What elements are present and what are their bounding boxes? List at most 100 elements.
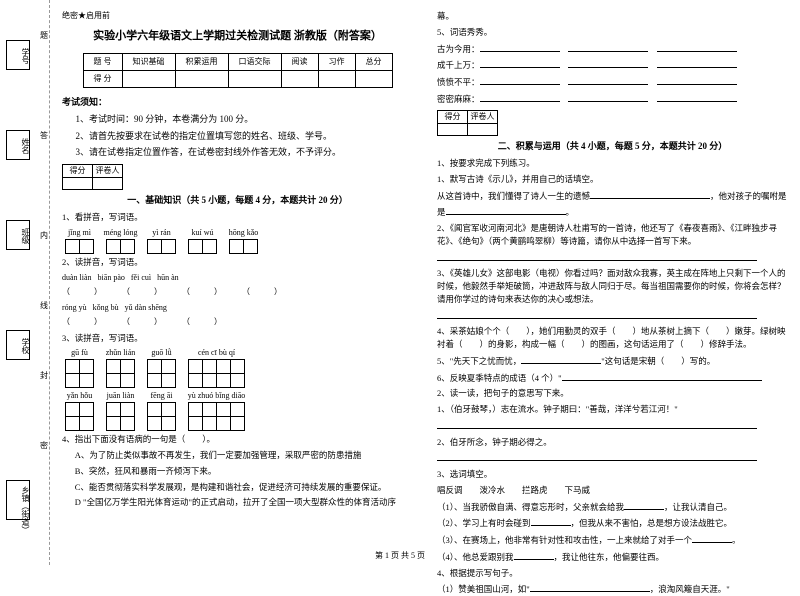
confidential-mark: 绝密★启用前 bbox=[62, 10, 413, 22]
section1-title: 一、基础知识（共 5 小题，每题 4 分，本题共计 20 分） bbox=[62, 194, 413, 208]
c2-q1-1b: 从这首诗中，我们懂得了诗人一生的遗憾，他对孩子的嘱咐是 bbox=[437, 189, 788, 203]
paren-row-2a: （ ）（ ）（ ）（ ） bbox=[62, 286, 413, 298]
score-table: 题 号 知识基础 积累运用 口语交际 阅读 习作 总分 得 分 bbox=[83, 53, 393, 88]
small-score-table-1: 得分评卷人 bbox=[62, 164, 123, 190]
c2-blank-line-1 bbox=[437, 251, 788, 265]
py2a-2: fěi cuì bbox=[131, 273, 151, 282]
py2a-0: duàn liàn bbox=[62, 273, 92, 282]
seal-char-3: 内 bbox=[40, 230, 48, 241]
c2-q4: 4、根据提示写句子。 bbox=[437, 567, 788, 580]
q4: 4、指出下面没有语病的一句是（ ）。 bbox=[62, 433, 413, 446]
c2-q3-words: 唱反调 泼冷水 拦路虎 下马威 bbox=[437, 484, 788, 497]
seal-char-1: 题 bbox=[40, 30, 48, 41]
ss2-c2: 评卷人 bbox=[468, 110, 498, 123]
c2-q3-1: （1）、当我骄傲自满、得意忘形时，父亲就会给我，让我认清自己。 bbox=[437, 500, 788, 514]
c2-q5-2: 愤愤不平： bbox=[437, 75, 788, 89]
py3b-3: yù zhuó bǐng diāo bbox=[188, 391, 246, 400]
margin-label-name: 姓名 bbox=[20, 138, 31, 154]
c2-q1-3: 3、《英雄儿女》这部电影（电视）你看过吗？面对敌众我寡，英主成在阵地上只剩下一个… bbox=[437, 267, 788, 305]
q3: 3、读拼音，写词语。 bbox=[62, 332, 413, 345]
c2-q3: 3、选词填空。 bbox=[437, 468, 788, 481]
q2: 2、读拼音，写词语。 bbox=[62, 256, 413, 269]
pinyin-row-3b: yǎn hǒu juān liàn fēng āi yù zhuó bǐng d… bbox=[62, 390, 413, 431]
margin-label-school: 学校 bbox=[20, 338, 31, 354]
ss1-c1: 得分 bbox=[63, 164, 93, 177]
c2-q5-3: 密密麻麻： bbox=[437, 92, 788, 106]
score-header-3: 口语交际 bbox=[228, 53, 281, 70]
binding-margin: 学号 姓名 班级 学校 乡镇（街道） 题 答 内 线 封 密 bbox=[0, 0, 50, 565]
py2a-1: biān pào bbox=[98, 273, 125, 282]
c2-q1-1d: 是。 bbox=[437, 205, 788, 219]
py1-2: yì rán bbox=[152, 228, 170, 237]
pinyin-row-3a: gū fù zhǔn lián guō lǜ cén cī bù qí bbox=[62, 347, 413, 388]
c2-q1-2: 2、《闻官军收河南河北》是唐朝诗人杜甫写的一首诗，他还写了《春夜喜雨》、《江畔独… bbox=[437, 222, 788, 248]
q1: 1、看拼音，写词语。 bbox=[62, 211, 413, 224]
py3a-0: gū fù bbox=[71, 348, 88, 357]
score-header-2: 积累运用 bbox=[175, 53, 228, 70]
py3b-1: juān liàn bbox=[107, 391, 135, 400]
py2b-1: kǒng bù bbox=[93, 303, 119, 312]
q4d: D "全国亿万学生阳光体育运动"的正式启动，拉开了全国一项大型群众性的体育活动序 bbox=[62, 496, 413, 509]
small-score-table-2: 得分评卷人 bbox=[437, 110, 498, 136]
ss1-c2: 评卷人 bbox=[93, 164, 123, 177]
c2-q1-4: 4、采茶姑娘个个（ ），她们用勤灵的双手（ ）地从茶树上摘下（ ）嫩芽。绿树映衬… bbox=[437, 325, 788, 351]
c2-q1: 1、按要求完成下列练习。 bbox=[437, 157, 788, 170]
left-column: 绝密★启用前 实验小学六年级语文上学期过关检测试题 浙教版（附答案） 题 号 知… bbox=[50, 0, 425, 565]
c2-blank-line-3 bbox=[437, 419, 788, 433]
c2-blank-line-2 bbox=[437, 309, 788, 323]
c2-q1-1: 1、默写古诗《示儿》，并用自己的话填空。 bbox=[437, 173, 788, 186]
score-header-4: 阅读 bbox=[281, 53, 318, 70]
ss2-c1: 得分 bbox=[438, 110, 468, 123]
py3a-1: zhǔn lián bbox=[106, 348, 136, 357]
seal-char-4: 线 bbox=[40, 300, 48, 311]
py1-3: kuí wú bbox=[192, 228, 214, 237]
c2-q3-3: （3）、在赛场上，他非常有针对性和攻击性，一上来就给了对手一个。 bbox=[437, 533, 788, 547]
mu: 幕。 bbox=[437, 10, 788, 23]
c2-q4-1: （1）赞美祖国山河，如"，浪淘风簸自天涯。" bbox=[437, 582, 788, 596]
seal-char-6: 密 bbox=[40, 440, 48, 451]
py1-4: hōng kǎo bbox=[229, 228, 259, 237]
q4b: B、突然，狂风和暴雨一齐倾泻下来。 bbox=[62, 465, 413, 478]
margin-label-class: 班级 bbox=[20, 228, 31, 244]
margin-label-town: 乡镇（街道） bbox=[20, 486, 31, 534]
c2-q3-2: （2）、学习上有时会碰到，但我从来不害怕，总是想方设法战胜它。 bbox=[437, 516, 788, 530]
c2-q2-1: 1、（伯牙鼓琴，）志在流水。钟子期曰："善哉，洋洋兮若江河！" bbox=[437, 403, 788, 416]
c2-blank-line-4 bbox=[437, 451, 788, 465]
py3a-3: cén cī bù qí bbox=[198, 348, 235, 357]
c2-q5-0: 古为今用： bbox=[437, 42, 788, 56]
c2-q2: 2、读一读，把句子的意思写下来。 bbox=[437, 387, 788, 400]
py2b-0: róng yù bbox=[62, 303, 87, 312]
exam-title: 实验小学六年级语文上学期过关检测试题 浙教版（附答案） bbox=[62, 28, 413, 45]
c2-q2-2: 2、伯牙所念，钟子期必得之。 bbox=[437, 436, 788, 449]
seal-char-2: 答 bbox=[40, 130, 48, 141]
c2-q5-1: 成千上万： bbox=[437, 58, 788, 72]
paren-row-2b: （ ）（ ）（ ） bbox=[62, 316, 413, 328]
c2-q1-6: 6、反映夏季特点的成语（4 个）" bbox=[437, 371, 788, 385]
page-footer: 第 1 页 共 5 页 bbox=[0, 550, 800, 561]
score-row2: 得 分 bbox=[83, 70, 122, 87]
c2-q1-5: 5、"先天下之忧而忧，"这句话是宋朝（ ）写的。 bbox=[437, 354, 788, 368]
py1-1: méng lóng bbox=[104, 228, 138, 237]
section2-title: 二、积累与运用（共 4 小题，每题 5 分，本题共计 20 分） bbox=[437, 140, 788, 154]
pinyin-row-1: jǐng mì méng lóng yì rán kuí wú hōng kǎo bbox=[62, 227, 413, 254]
py3b-2: fēng āi bbox=[151, 391, 173, 400]
py3b-0: yǎn hǒu bbox=[67, 391, 93, 400]
notice-2: 2、请首先按要求在试卷的指定位置填写您的姓名、班级、学号。 bbox=[62, 130, 413, 144]
right-column: 幕。 5、词语秀秀。 古为今用： 成千上万： 愤愤不平： 密密麻麻： 得分评卷人… bbox=[425, 0, 800, 565]
py3a-2: guō lǜ bbox=[151, 348, 171, 357]
py2b-2: yǔ dàn shēng bbox=[125, 303, 167, 312]
score-header-5: 习作 bbox=[318, 53, 355, 70]
notice-1: 1、考试时间：90 分钟，本卷满分为 100 分。 bbox=[62, 113, 413, 127]
q4c: C、能否贯彻落实科学发展观，是构建和谐社会，促进经济可持续发展的重要保证。 bbox=[62, 481, 413, 494]
pinyin-row-2b: róng yù kǒng bù yǔ dàn shēng bbox=[62, 302, 413, 314]
seal-char-5: 封 bbox=[40, 370, 48, 381]
score-header-1: 知识基础 bbox=[122, 53, 175, 70]
py2a-3: hūn àn bbox=[157, 273, 179, 282]
margin-label-id: 学号 bbox=[20, 48, 31, 64]
c2-q5: 5、词语秀秀。 bbox=[437, 26, 788, 39]
score-header-6: 总分 bbox=[355, 53, 392, 70]
q4a: A、为了防止类似事故不再发生，我们一定要加强管理，采取严密的防患措施 bbox=[62, 449, 413, 462]
score-header-0: 题 号 bbox=[83, 53, 122, 70]
py1-0: jǐng mì bbox=[68, 228, 91, 237]
pinyin-row-2a: duàn liàn biān pào fěi cuì hūn àn bbox=[62, 272, 413, 284]
